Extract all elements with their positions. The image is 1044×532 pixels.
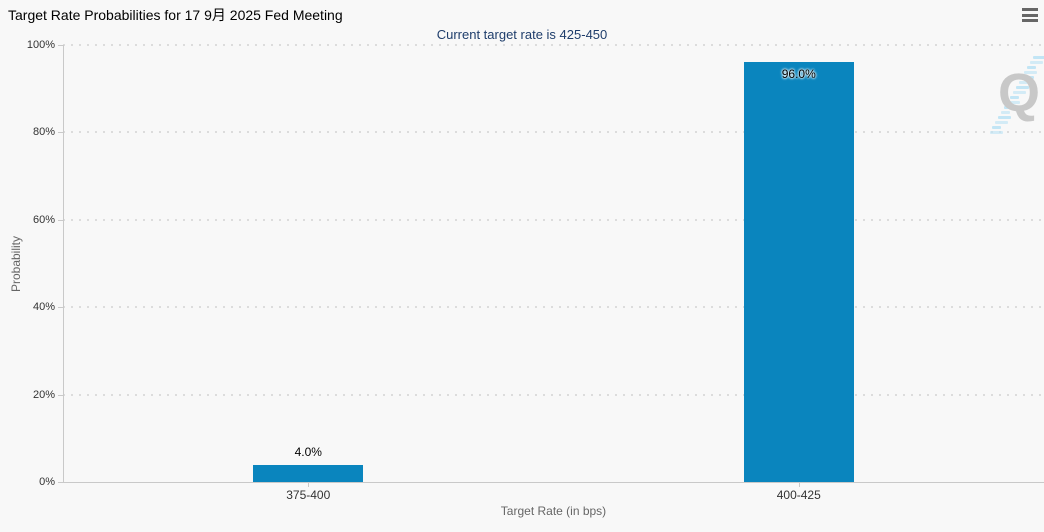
chart-subtitle: Current target rate is 425-450 — [436, 27, 608, 42]
x-axis-line — [63, 482, 1044, 483]
bar-data-label: 4.0% — [294, 444, 322, 459]
y-gridline — [63, 44, 1044, 46]
y-gridline — [63, 218, 1044, 221]
y-axis-tick — [58, 482, 63, 483]
y-axis-tick — [58, 394, 63, 396]
y-axis-tick — [58, 132, 63, 134]
y-gridline — [63, 131, 1044, 134]
y-tick-label: 20% — [32, 388, 55, 401]
bar-400-425[interactable] — [743, 62, 854, 482]
x-tick-label: 400-425 — [776, 488, 821, 502]
chart-context-menu-button[interactable] — [1022, 8, 1038, 22]
y-tick-label: 60% — [32, 213, 55, 226]
chart-title: Target Rate Probabilities for 17 9月 2025… — [8, 7, 343, 23]
bar-375-400[interactable] — [253, 464, 364, 482]
y-axis-tick — [58, 219, 63, 221]
y-axis-title: Probability — [9, 235, 23, 293]
y-tick-label: 0% — [39, 476, 55, 488]
bar-data-label: 96.0% — [781, 67, 816, 82]
y-tick-label: 40% — [32, 301, 55, 314]
y-axis-tick — [58, 307, 63, 309]
y-tick-label: 80% — [32, 126, 55, 139]
x-axis-tick — [798, 482, 800, 487]
hamburger-icon — [1022, 13, 1038, 17]
x-axis-title: Target Rate (in bps) — [500, 504, 607, 518]
x-tick-label: 375-400 — [286, 488, 331, 502]
hamburger-icon — [1022, 19, 1038, 22]
y-tick-label: 100% — [26, 39, 55, 51]
hamburger-icon — [1022, 8, 1038, 11]
y-axis-line — [63, 45, 64, 482]
y-axis-tick — [58, 45, 63, 46]
y-gridline — [63, 393, 1044, 396]
x-axis-tick — [308, 482, 310, 487]
y-gridline — [63, 306, 1044, 309]
